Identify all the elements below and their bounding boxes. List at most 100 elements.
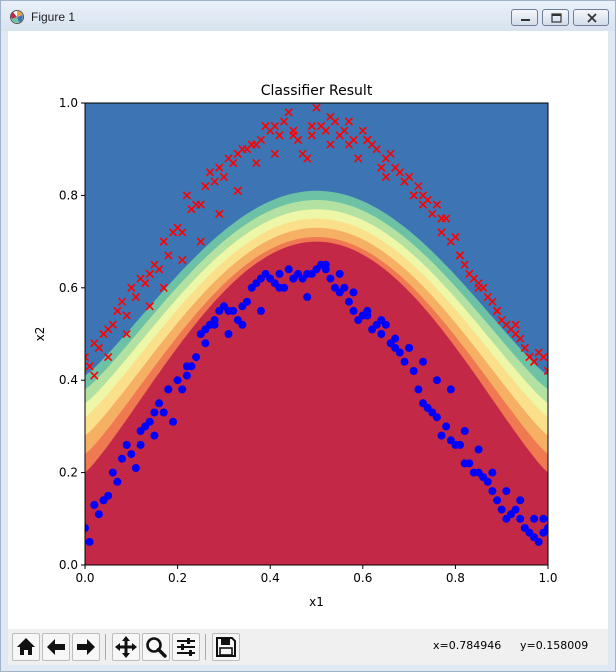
- maximize-button[interactable]: [542, 9, 569, 26]
- figure-canvas[interactable]: 0.0 0.2 0.4 0.6 0.8 1.0 0.0 0.2 0.4 0.6 0.8 1.0 Cla…: [8, 31, 608, 665]
- y-tick-label: 1.0: [59, 96, 78, 110]
- plot: 0.0 0.2 0.4 0.6 0.8 1.0 0.0 0.2 0.4 0.6 0.8 1.0 Cla…: [33, 83, 558, 609]
- y-tick-label: 0.4: [59, 373, 78, 387]
- point-class-1: [164, 385, 173, 394]
- point-class-0: [358, 126, 367, 135]
- x-tick-label: 0.2: [168, 571, 187, 585]
- point-class-1: [502, 487, 511, 496]
- back-button[interactable]: [42, 633, 70, 661]
- move-icon: [115, 636, 137, 658]
- x-tick-label: 0.8: [446, 571, 465, 585]
- point-class-1: [497, 505, 506, 514]
- point-class-0: [108, 320, 117, 329]
- point-class-1: [465, 459, 474, 468]
- point-class-1: [409, 367, 418, 375]
- point-class-0: [451, 232, 460, 242]
- point-class-0: [428, 209, 437, 219]
- point-class-1: [539, 528, 548, 537]
- point-class-1: [446, 385, 455, 394]
- y-tick-label: 0.2: [59, 466, 78, 480]
- point-class-1: [284, 265, 293, 274]
- point-class-0: [205, 168, 215, 177]
- point-class-1: [483, 477, 492, 486]
- point-class-0: [178, 228, 187, 237]
- point-class-0: [543, 366, 548, 376]
- point-class-0: [219, 172, 229, 182]
- point-class-0: [94, 343, 104, 353]
- point-class-0: [145, 269, 154, 279]
- matplotlib-figure-icon: [9, 9, 25, 25]
- minimize-icon: [521, 19, 530, 21]
- point-class-0: [270, 121, 279, 131]
- point-class-1: [303, 269, 312, 278]
- point-class-0: [90, 371, 99, 380]
- point-class-0: [103, 352, 113, 362]
- point-class-1: [173, 376, 182, 385]
- point-class-1: [335, 269, 344, 278]
- y-tick-label: 0.6: [59, 281, 78, 295]
- point-class-0: [418, 191, 428, 200]
- point-class-0: [141, 279, 150, 288]
- axis-ticks: 0.0 0.2 0.4 0.6 0.8 1.0 0.0 0.2 0.4 0.6 0.8 1.0: [59, 96, 558, 585]
- point-class-1: [493, 496, 502, 505]
- point-class-1: [395, 348, 404, 357]
- point-class-1: [159, 408, 168, 417]
- point-class-0: [85, 352, 90, 362]
- point-class-0: [131, 292, 141, 302]
- arrow-left-icon: [47, 639, 65, 655]
- point-class-1: [178, 385, 187, 394]
- point-class-1: [432, 413, 441, 422]
- point-class-1: [340, 283, 349, 292]
- y-axis-label: x2: [33, 327, 47, 342]
- point-class-0: [354, 154, 363, 163]
- point-class-1: [256, 306, 265, 315]
- navigation-toolbar: x=0.784946 y=0.158009: [8, 629, 608, 665]
- scatter-points: [85, 103, 548, 546]
- save-button[interactable]: [212, 633, 240, 661]
- point-class-0: [437, 228, 446, 237]
- close-button[interactable]: [573, 9, 609, 26]
- configure-subplots-button[interactable]: [172, 633, 200, 661]
- point-class-0: [340, 126, 349, 135]
- maximize-icon: [551, 13, 562, 23]
- point-class-0: [117, 297, 127, 306]
- forward-button[interactable]: [72, 633, 100, 661]
- point-class-0: [307, 121, 317, 131]
- point-class-0: [474, 283, 483, 292]
- axes-frame: [84, 102, 549, 566]
- toolbar-separator: [105, 634, 106, 660]
- zoom-button[interactable]: [142, 633, 170, 661]
- point-class-0: [275, 131, 284, 140]
- point-class-0: [270, 149, 279, 158]
- point-class-0: [85, 362, 94, 371]
- pan-button[interactable]: [112, 633, 140, 661]
- point-class-0: [164, 251, 173, 260]
- home-button[interactable]: [12, 633, 40, 661]
- chart-title: Classifier Result: [261, 83, 373, 99]
- point-class-1: [210, 320, 219, 329]
- point-class-0: [252, 158, 261, 168]
- point-class-0: [196, 237, 205, 246]
- close-icon: [587, 13, 597, 23]
- point-class-1: [419, 357, 427, 366]
- point-class-0: [372, 145, 381, 154]
- point-class-0: [409, 191, 418, 200]
- point-class-1: [511, 505, 520, 514]
- point-class-0: [256, 135, 266, 145]
- point-class-0: [312, 103, 321, 112]
- point-class-0: [215, 209, 224, 219]
- point-class-1: [224, 330, 233, 338]
- point-class-0: [432, 200, 442, 209]
- point-class-0: [233, 186, 242, 195]
- point-class-0: [279, 117, 289, 126]
- window-title: Figure 1: [31, 10, 76, 24]
- x-tick-label: 0.4: [261, 571, 280, 585]
- minimize-button[interactable]: [511, 9, 538, 26]
- title-bar[interactable]: Figure 1: [1, 1, 615, 31]
- point-class-1: [530, 514, 539, 523]
- point-class-0: [154, 265, 164, 274]
- y-coordinate-readout: y=0.158009: [520, 639, 589, 652]
- point-class-1: [539, 514, 548, 523]
- point-class-1: [122, 440, 131, 449]
- point-class-0: [122, 329, 131, 339]
